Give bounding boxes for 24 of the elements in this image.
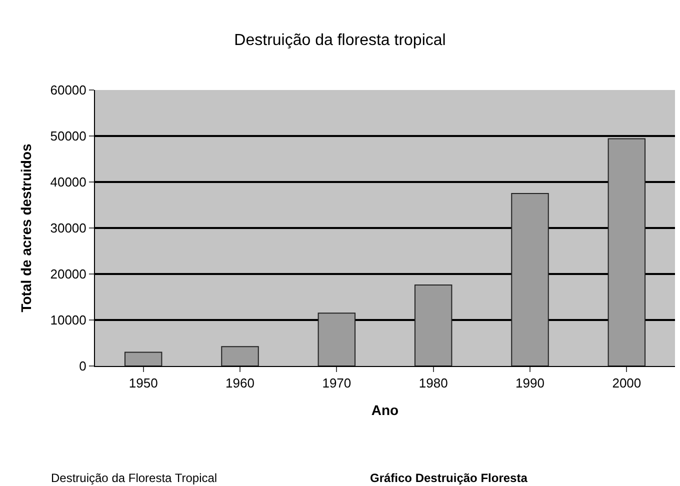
bar [318,312,356,366]
x-tick-label: 1980 [418,376,448,391]
y-tick-label: 10000 [50,312,86,328]
x-tick-label: 1960 [226,376,254,391]
x-axis-title: Ano [371,402,399,418]
text: Destruição da Floresta Tropical [51,471,218,485]
y-axis-title: Total de acres destruidos [18,144,34,312]
y-tick-label: 60000 [50,82,86,98]
x-tick-label: 1970 [322,376,352,391]
y-tick-label: 0 [79,358,86,374]
y-tick-label: 30000 [50,220,86,236]
bar [124,352,162,366]
y-tick-label: 40000 [50,174,86,190]
chart-title: Destruição da floresta tropical [234,32,446,50]
bar [414,284,452,366]
y-tick-label: 20000 [50,266,86,282]
bar [511,193,549,366]
x-tick-label: 1950 [128,376,158,391]
bar [221,346,259,366]
y-tick-label: 50000 [50,128,86,144]
text: Gráfico Destruição Floresta [370,471,528,485]
x-tick-label: 1990 [516,376,544,391]
bar [608,138,646,366]
x-tick-label: 2000 [612,376,642,391]
